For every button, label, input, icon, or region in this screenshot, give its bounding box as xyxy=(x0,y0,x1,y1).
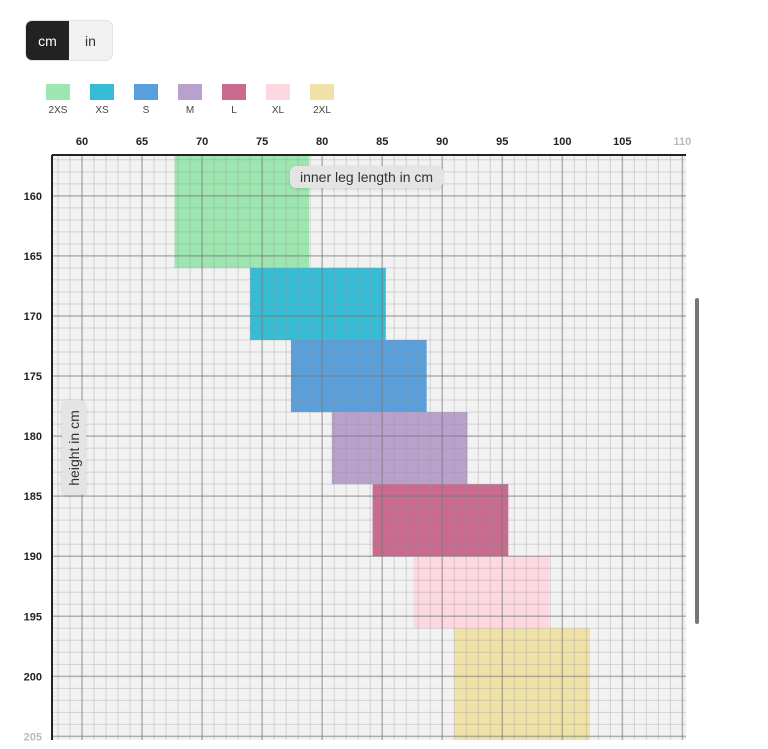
y-tick-label: 175 xyxy=(24,371,42,383)
legend-swatch xyxy=(90,84,114,100)
legend-item-m: M xyxy=(168,84,212,116)
region-xs xyxy=(250,267,386,340)
x-tick-label: 75 xyxy=(256,136,268,148)
size-legend: 2XS XS S M L XL 2XL xyxy=(36,84,344,116)
y-tick-label: 205 xyxy=(24,731,42,743)
legend-item-xs: XS xyxy=(80,84,124,116)
legend-swatch xyxy=(134,84,158,100)
region-m xyxy=(331,412,468,485)
legend-label: S xyxy=(142,105,150,116)
legend-label: XS xyxy=(95,105,109,116)
legend-swatch xyxy=(266,84,290,100)
unit-cm-button[interactable]: cm xyxy=(26,21,69,60)
legend-swatch xyxy=(222,84,246,100)
legend-swatch xyxy=(46,84,70,100)
x-tick-label: 85 xyxy=(376,136,388,148)
legend-label: M xyxy=(185,105,195,116)
x-tick-label: 90 xyxy=(436,136,448,148)
x-tick-label: 100 xyxy=(553,136,571,148)
unit-in-button[interactable]: in xyxy=(69,21,112,60)
legend-item-2xl: 2XL xyxy=(300,84,344,116)
y-tick-label: 195 xyxy=(24,611,42,623)
legend-item-s: S xyxy=(124,84,168,116)
y-tick-label: 165 xyxy=(24,251,42,263)
x-tick-label: 95 xyxy=(496,136,508,148)
x-tick-label: 80 xyxy=(316,136,328,148)
legend-swatch xyxy=(178,84,202,100)
legend-item-l: L xyxy=(212,84,256,116)
region-2xl xyxy=(454,628,590,740)
x-tick-label: 60 xyxy=(76,136,88,148)
y-tick-label: 185 xyxy=(24,491,42,503)
x-axis-label: inner leg length in cm xyxy=(290,166,444,188)
y-tick-label: 180 xyxy=(24,431,42,443)
x-tick-label: 105 xyxy=(613,136,631,148)
y-tick-label: 160 xyxy=(24,191,42,203)
unit-toggle: cm in xyxy=(25,20,113,61)
y-tick-label: 190 xyxy=(24,551,42,563)
x-tick-label: 110 xyxy=(674,136,692,148)
y-axis-label: height in cm xyxy=(62,400,86,495)
x-tick-label: 70 xyxy=(196,136,208,148)
legend-label: 2XS xyxy=(48,105,68,116)
region-2xs xyxy=(174,155,309,268)
legend-label: 2XL xyxy=(313,105,331,116)
legend-swatch xyxy=(310,84,334,100)
y-axis-label-text: height in cm xyxy=(66,409,82,486)
scrollbar[interactable] xyxy=(695,298,699,624)
y-tick-label: 170 xyxy=(24,311,42,323)
legend-item-2xs: 2XS xyxy=(36,84,80,116)
legend-label: XL xyxy=(271,105,285,116)
legend-label: L xyxy=(231,105,237,116)
legend-item-xl: XL xyxy=(256,84,300,116)
x-tick-label: 65 xyxy=(136,136,148,148)
y-tick-label: 200 xyxy=(24,671,42,683)
